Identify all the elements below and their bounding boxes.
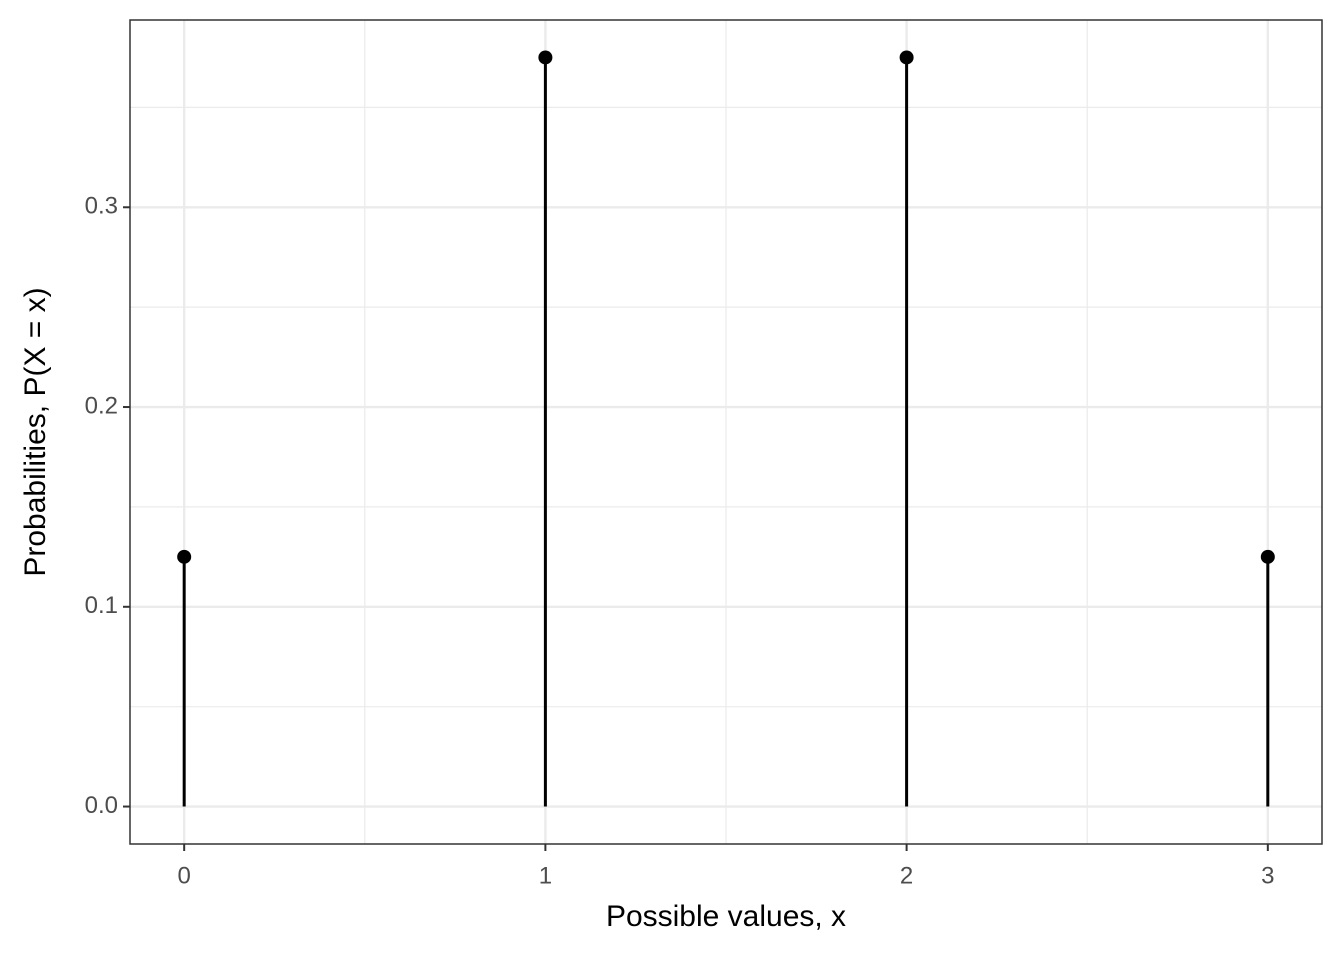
- y-tick-label: 0.1: [85, 592, 118, 619]
- y-tick-label: 0.0: [85, 792, 118, 819]
- x-tick-label: 1: [539, 862, 552, 889]
- x-axis-title: Possible values, x: [606, 900, 846, 933]
- point: [1260, 549, 1275, 564]
- x-tick-label: 0: [178, 862, 191, 889]
- point: [899, 50, 914, 65]
- point: [177, 549, 192, 564]
- y-tick-label: 0.2: [85, 392, 118, 419]
- x-tick-label: 3: [1261, 862, 1274, 889]
- y-axis-title: Probabilities, P(X = x): [19, 287, 52, 576]
- x-tick-label: 2: [900, 862, 913, 889]
- point: [538, 50, 553, 65]
- panel-border: [129, 19, 1323, 845]
- y-tick-label: 0.3: [85, 193, 118, 220]
